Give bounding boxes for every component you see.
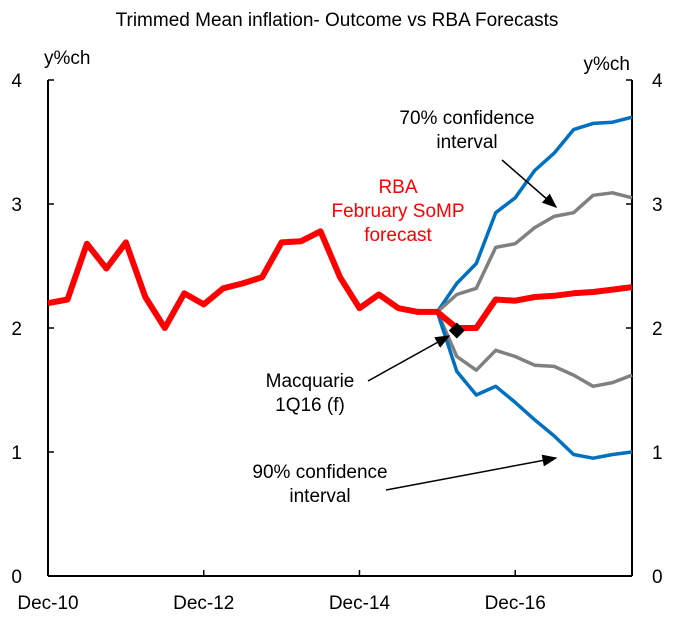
annotation-macquarie-line1: Macquarie <box>266 371 355 392</box>
y-tick-label-right: 2 <box>652 319 663 340</box>
y-tick-label-right: 4 <box>652 71 663 92</box>
annotation-macquarie-arrow <box>367 335 451 382</box>
y-tick-label-right: 0 <box>652 567 663 588</box>
x-tick-label: Dec-12 <box>173 593 234 614</box>
annotation-70-ci-line1: 70% confidence <box>399 108 534 129</box>
macquarie-forecast-marker <box>448 322 465 339</box>
70-confidence-interval-upper-line <box>436 191 633 314</box>
y-tick-label-left: 4 <box>11 71 22 92</box>
annotation-90-ci-arrow <box>385 454 558 491</box>
70-confidence-interval-lower-line <box>435 311 633 389</box>
90-confidence-interval-lower-line <box>435 311 633 460</box>
chart-title: Trimmed Mean inflation- Outcome vs RBA F… <box>116 10 559 31</box>
annotation-rba-line3: forecast <box>364 225 432 246</box>
annotation-90-ci-line1: 90% confidence <box>252 462 387 483</box>
annotation-rba-line2: February SoMP <box>331 201 464 222</box>
annotation-70-ci: 70% confidence interval <box>399 108 558 208</box>
y-tick-label-right: 3 <box>652 195 663 216</box>
x-tick-label: Dec-16 <box>485 593 546 614</box>
annotation-rba: RBA February SoMP forecast <box>331 177 464 246</box>
y-tick-label-left: 0 <box>11 567 22 588</box>
annotation-macquarie-line2: 1Q16 (f) <box>275 395 345 416</box>
90-confidence-interval-upper-line <box>435 115 633 313</box>
annotation-70-ci-arrow <box>501 159 558 208</box>
annotation-70-ci-line2: interval <box>436 132 497 153</box>
annotation-rba-line1: RBA <box>378 177 417 198</box>
y-tick-label-right: 1 <box>652 443 663 464</box>
annotation-90-ci: 90% confidence interval <box>252 454 558 507</box>
x-tick-label: Dec-10 <box>17 593 78 614</box>
rba-february-somp-forecast-line <box>47 228 633 331</box>
annotation-macquarie: Macquarie 1Q16 (f) <box>266 335 451 416</box>
x-tick-label: Dec-14 <box>329 593 391 614</box>
annotation-90-ci-line2: interval <box>289 486 350 507</box>
y-tick-label-left: 2 <box>11 319 22 340</box>
y-tick-label-left: 1 <box>11 443 22 464</box>
y-tick-label-left: 3 <box>11 195 22 216</box>
y-axis-label-left: y%ch <box>44 48 90 69</box>
y-axis-label-right: y%ch <box>584 54 630 75</box>
